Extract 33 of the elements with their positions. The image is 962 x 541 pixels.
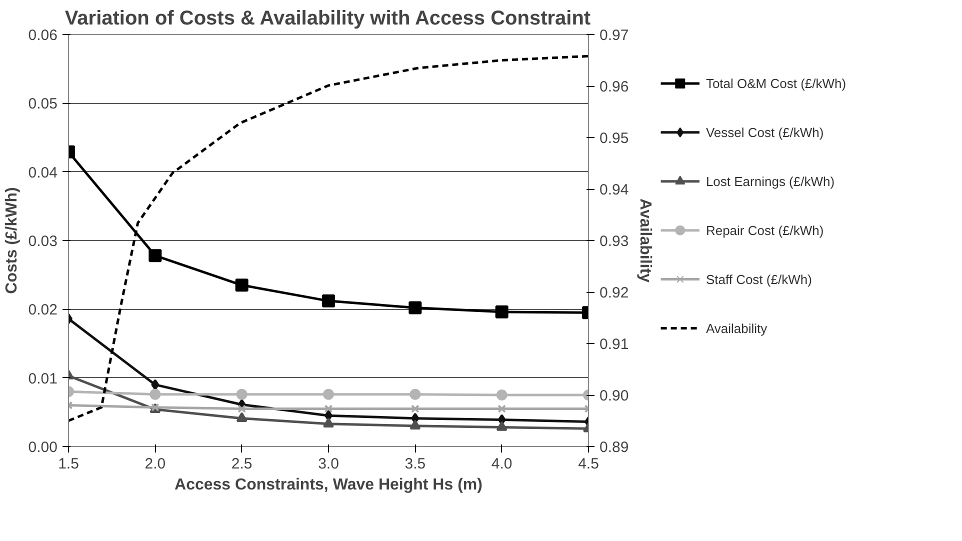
y2-tick-label: 0.91 [600,336,629,353]
y2-tick-label: 0.89 [600,439,629,456]
y-axis-title: Costs (£/kWh) [3,187,20,294]
legend-label: Lost Earnings (£/kWh) [706,174,835,189]
y-tick-label: 0.01 [28,370,58,388]
y-tick-label: 0.05 [28,96,58,113]
y-tick-label: 0.04 [28,164,58,182]
y2-tick-label: 0.94 [600,182,629,198]
y2-tick-label: 0.96 [600,78,629,96]
legend-label: Vessel Cost (£/kWh) [706,124,824,140]
legend-label: Staff Cost (£/kWh) [706,272,812,287]
y2-tick-label: 0.95 [600,130,629,147]
x-tick-label: 3.0 [318,456,339,472]
chart-title: Variation of Costs & Availability with Access Constraint [64,8,591,30]
y2-axis-title: Availability [636,198,654,283]
y2-tick-label: 0.90 [600,388,629,404]
y2-tick-label: 0.92 [600,284,629,302]
y-tick-label: 0.03 [28,233,58,250]
y-tick-label: 0.06 [28,27,58,44]
x-tick-label: 2.5 [231,456,252,472]
y-tick-label: 0.02 [28,302,58,319]
x-tick-label: 3.5 [404,456,426,472]
x-tick-label: 2.0 [144,456,166,472]
x-tick-label: 4.0 [491,456,512,472]
y2-tick-label: 0.93 [600,233,629,250]
x-tick-label: 1.5 [58,456,79,472]
y2-tick-label: 0.97 [600,27,629,44]
x-tick-label: 4.5 [578,456,599,472]
x-axis-title: Access Constraints, Wave Height Hs (m) [174,476,482,494]
y-tick-label: 0.00 [28,439,58,456]
legend-label: Availability [706,320,768,336]
legend-label: Total O&M Cost (£/kWh) [706,76,846,91]
legend-label: Repair Cost (£/kWh) [706,222,824,238]
